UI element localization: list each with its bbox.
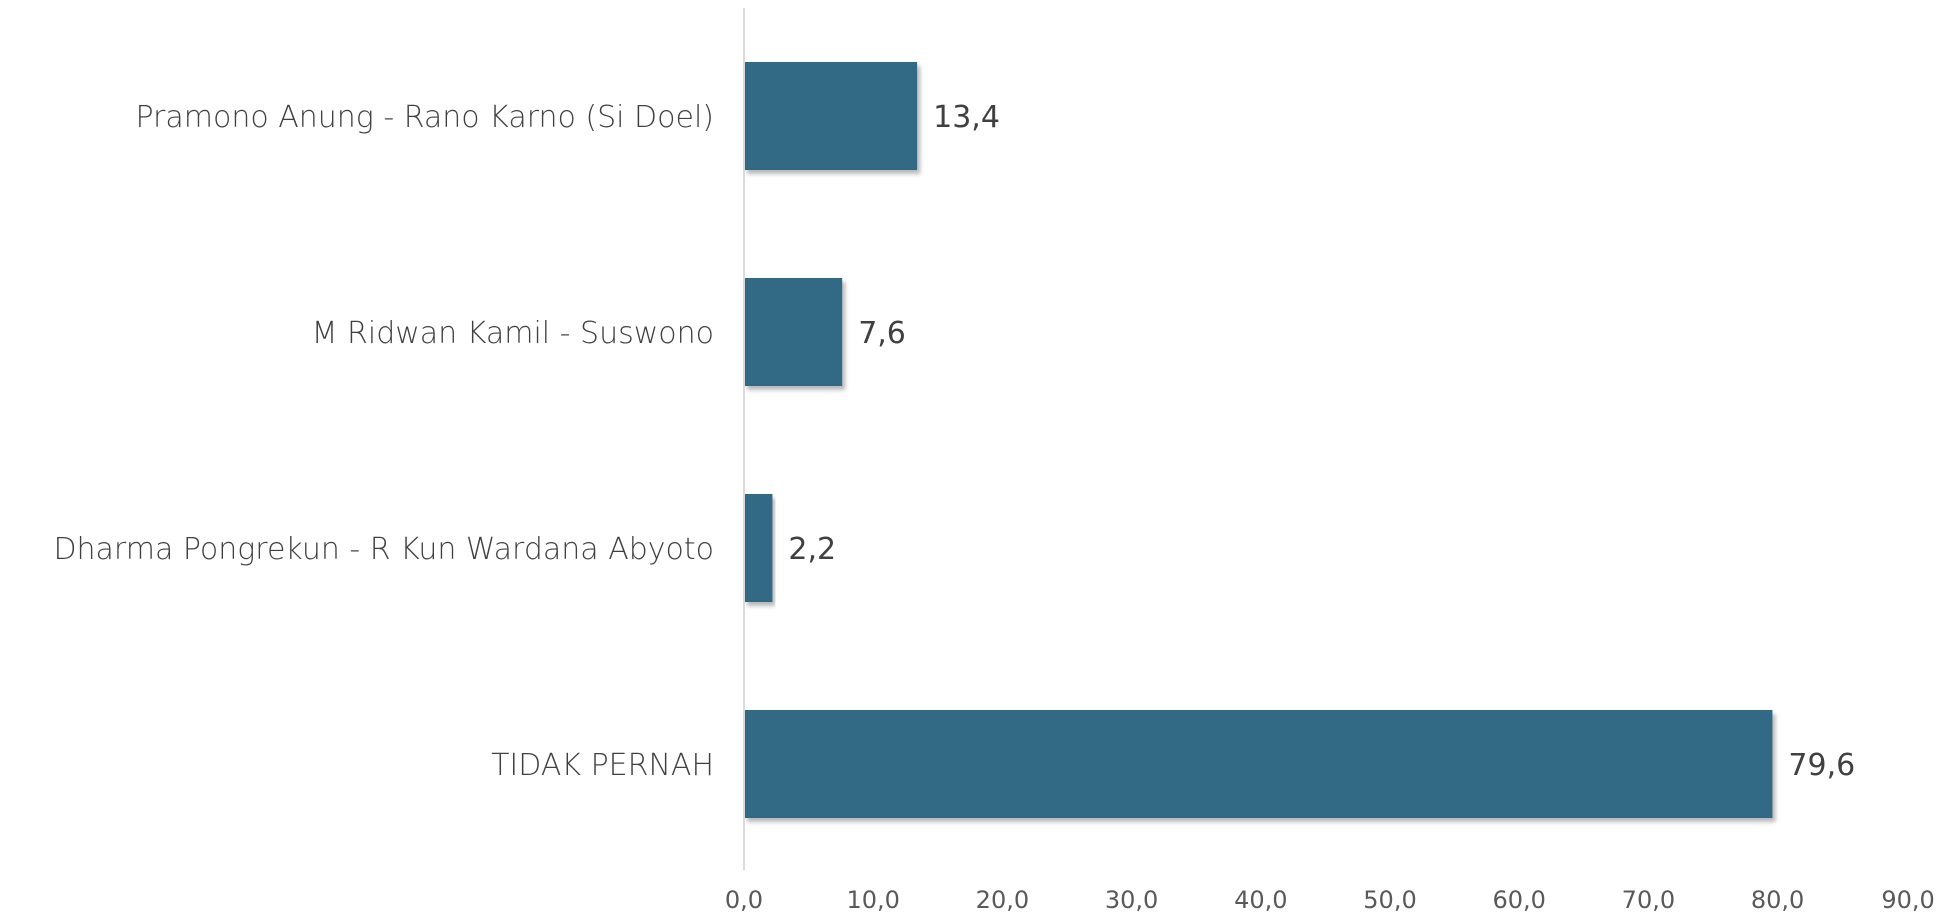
x-tick-label-6: 60,0 — [1492, 886, 1545, 914]
x-tick-label-5: 50,0 — [1363, 886, 1416, 914]
data-label-2: 2,2 — [788, 532, 836, 567]
data-labels: 13,4 7,6 2,2 79,6 — [788, 100, 1855, 783]
x-tick-label-4: 40,0 — [1234, 886, 1287, 914]
data-label-3: 79,6 — [1788, 748, 1855, 783]
category-labels: Pramono Anung - Rano Karno (Si Doel) M Ri… — [53, 100, 714, 783]
data-label-1: 7,6 — [858, 316, 906, 351]
x-tick-label-9: 90,0 — [1881, 886, 1934, 914]
x-tick-label-3: 30,0 — [1105, 886, 1158, 914]
x-tick-label-7: 70,0 — [1622, 886, 1675, 914]
x-tick-label-2: 20,0 — [976, 886, 1029, 914]
bar-1 — [744, 278, 843, 386]
bar-3 — [744, 710, 1773, 818]
category-label-3: TIDAK PERNAH — [491, 748, 714, 783]
category-label-2: Dharma Pongrekun - R Kun Wardana Abyoto — [53, 532, 714, 567]
x-tick-label-1: 10,0 — [846, 886, 899, 914]
x-axis-tick-labels: 0,0 10,0 20,0 30,0 40,0 50,0 60,0 70,0 80,0 90,0 — [725, 886, 1935, 914]
x-tick-label-8: 80,0 — [1751, 886, 1804, 914]
category-label-1: M Ridwan Kamil - Suswono — [312, 316, 714, 351]
category-label-0: Pramono Anung - Rano Karno (Si Doel) — [135, 100, 714, 135]
bar-2 — [744, 494, 773, 602]
bar-0 — [744, 62, 918, 170]
x-tick-label-0: 0,0 — [725, 886, 763, 914]
data-label-0: 13,4 — [933, 100, 1000, 135]
bars-layer — [744, 62, 1773, 818]
